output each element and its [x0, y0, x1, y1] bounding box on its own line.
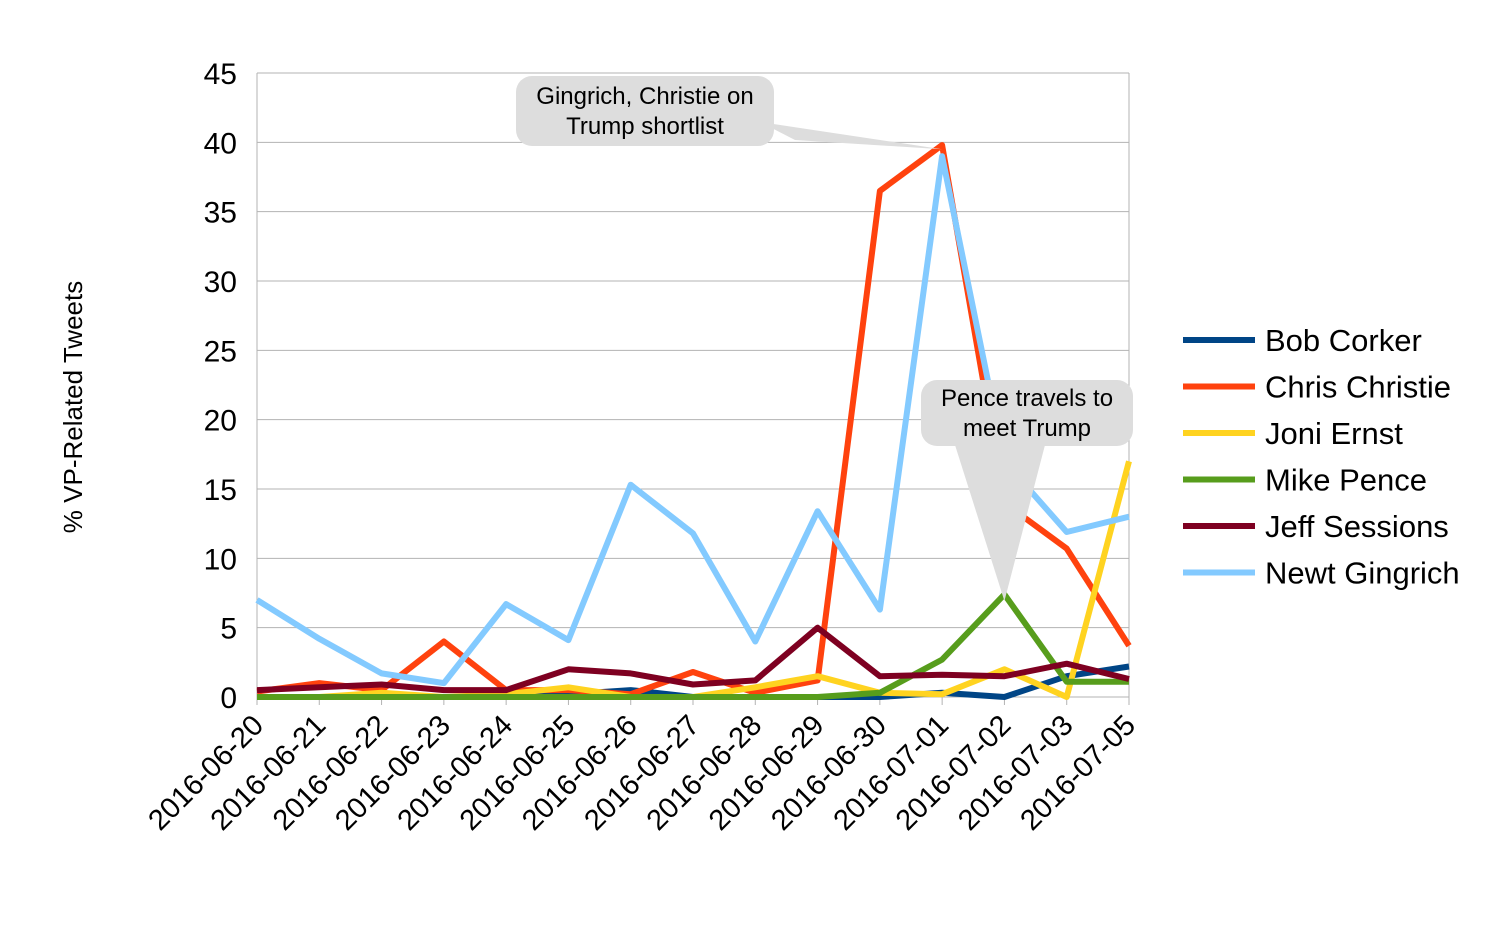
series-line-mike-pence — [257, 591, 1129, 700]
y-tick-label: 35 — [204, 197, 237, 230]
legend-label: Jeff Sessions — [1265, 509, 1449, 544]
y-tick-label: 30 — [204, 266, 237, 299]
legend: Bob Corker Chris Christie Joni Ernst Mike P… — [1183, 323, 1460, 591]
y-tick-label: 15 — [204, 474, 237, 507]
legend-label: Mike Pence — [1265, 463, 1427, 498]
series-line-jeff-sessions — [256, 624, 1130, 694]
annotation-callout: Gingrich, Christie on Trump shortlist — [516, 76, 943, 150]
callout-pointer — [760, 122, 943, 150]
y-tick-label: 10 — [204, 543, 237, 576]
legend-item-jeff-sessions: Jeff Sessions — [1183, 509, 1449, 544]
callout-text: meet Trump — [963, 415, 1091, 442]
legend-label: Newt Gingrich — [1265, 556, 1460, 591]
series-line-newt-gingrich — [255, 153, 1130, 687]
legend-label: Chris Christie — [1265, 370, 1451, 405]
callout-box — [516, 76, 774, 146]
y-tick-label: 0 — [220, 682, 237, 715]
legend-item-joni-ernst: Joni Ernst — [1183, 416, 1403, 451]
callout-pointer — [955, 445, 1045, 601]
annotations: Gingrich, Christie on Trump shortlist Penc… — [516, 76, 1133, 601]
callout-box — [921, 380, 1133, 446]
callout-text: Gingrich, Christie on — [536, 83, 753, 110]
y-tick-label: 20 — [204, 405, 237, 438]
callout-text: Trump shortlist — [566, 113, 724, 140]
legend-item-newt-gingrich: Newt Gingrich — [1183, 556, 1460, 591]
legend-item-chris-christie: Chris Christie — [1183, 370, 1451, 405]
y-axis-label: % VP-Related Tweets — [58, 281, 88, 533]
legend-item-bob-corker: Bob Corker — [1183, 323, 1422, 358]
legend-label: Bob Corker — [1265, 323, 1422, 358]
y-tick-label: 25 — [204, 335, 237, 368]
legend-item-mike-pence: Mike Pence — [1183, 463, 1427, 498]
callout-text: Pence travels to — [941, 385, 1113, 412]
annotation-callout: Pence travels to meet Trump — [921, 380, 1133, 601]
y-tick-label: 5 — [220, 613, 237, 646]
y-tick-label: 45 — [204, 58, 237, 91]
legend-label: Joni Ernst — [1265, 416, 1403, 451]
y-tick-label: 40 — [204, 127, 237, 160]
